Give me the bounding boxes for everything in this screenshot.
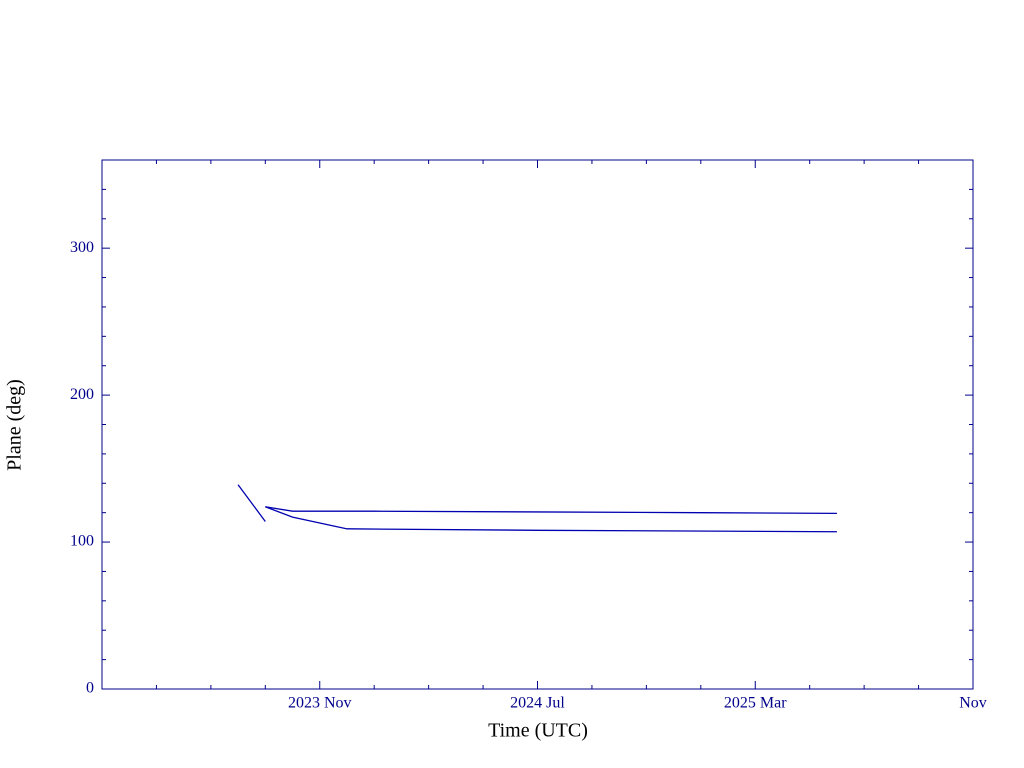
x-tick-label: 2024 Jul [510,695,565,712]
y-axis-label: Plane (deg) [4,379,26,471]
plot-frame [101,159,974,690]
data-line [237,484,266,522]
data-line [265,506,837,533]
x-tick-label: 2025 Mar [724,695,787,712]
y-tick-label: 0 [86,680,94,697]
x-axis-label: Time (UTC) [488,720,588,742]
y-tick-label: 300 [70,239,94,256]
y-tick-label: 100 [70,533,94,550]
x-tick-label: Nov [959,695,987,712]
data-line [265,506,837,515]
x-tick-label: 2023 Nov [288,695,352,712]
y-tick-label: 200 [70,386,94,403]
